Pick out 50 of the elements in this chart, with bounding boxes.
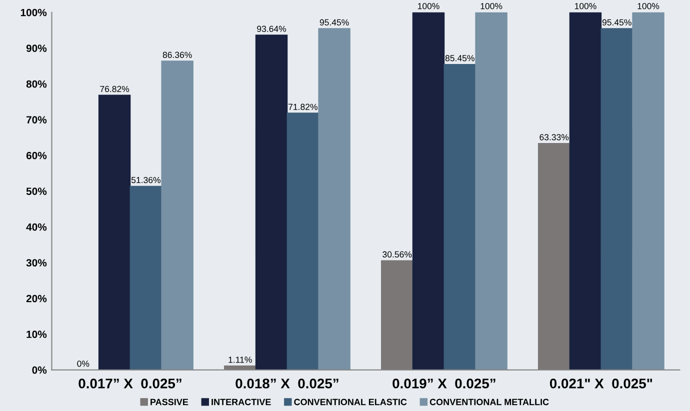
legend-label: INTERACTIVE — [212, 398, 271, 406]
bar — [632, 12, 664, 370]
data-label: 100% — [574, 3, 596, 10]
data-label: 0% — [77, 360, 90, 367]
data-label: 71.82% — [288, 104, 318, 110]
x-tick-label: 0.017” X 0.025” — [78, 378, 182, 388]
bar — [286, 112, 320, 370]
y-tick-label: 0% — [32, 366, 47, 374]
y-tick-label: 50% — [26, 188, 47, 195]
data-label: 51.36% — [131, 176, 160, 184]
data-label: 95.45% — [602, 19, 632, 26]
bar — [412, 12, 445, 370]
bar — [161, 60, 194, 370]
y-tick-label: 70% — [26, 116, 47, 124]
y-tick-label: 20% — [26, 294, 47, 302]
data-label: 100% — [418, 3, 440, 10]
bar — [318, 28, 350, 370]
y-tick-label: 40% — [26, 223, 47, 231]
x-tick-label: 0.021" X 0.025" — [550, 378, 652, 388]
y-tick-label: 100% — [20, 8, 47, 16]
x-tick-label: 0.019” X 0.025” — [392, 378, 496, 388]
bar — [380, 260, 414, 370]
data-label: 1.11% — [228, 356, 252, 363]
data-label: 100% — [480, 3, 502, 10]
data-label: 93.64% — [257, 26, 286, 32]
legend-label: CONVENTIONAL METALLIC — [430, 398, 549, 406]
bar — [538, 143, 570, 370]
y-tick-label: 90% — [26, 44, 47, 52]
data-label: 95.45% — [320, 19, 349, 26]
bar — [475, 12, 508, 370]
y-tick-label: 10% — [26, 330, 47, 338]
bar — [569, 12, 602, 370]
data-label: 86.36% — [162, 52, 192, 58]
bar — [224, 366, 256, 370]
y-tick-label: 30% — [26, 259, 47, 267]
data-label: 30.56% — [382, 251, 412, 258]
bar — [600, 28, 633, 370]
legend-label: PASSIVE — [150, 398, 188, 406]
bar — [98, 94, 131, 370]
data-label: 100% — [638, 3, 660, 10]
legend-label: CONVENTIONAL ELASTIC — [294, 398, 407, 406]
y-tick-label: 60% — [26, 152, 47, 160]
data-label: 76.82% — [100, 86, 130, 92]
bar — [444, 64, 476, 370]
y-tick-label: 80% — [26, 80, 47, 88]
data-label: 63.33% — [540, 134, 569, 140]
bar — [130, 186, 162, 370]
x-tick-label: 0.018” X 0.025” — [236, 378, 338, 388]
data-label: 85.45% — [445, 55, 474, 62]
bar — [255, 34, 288, 370]
